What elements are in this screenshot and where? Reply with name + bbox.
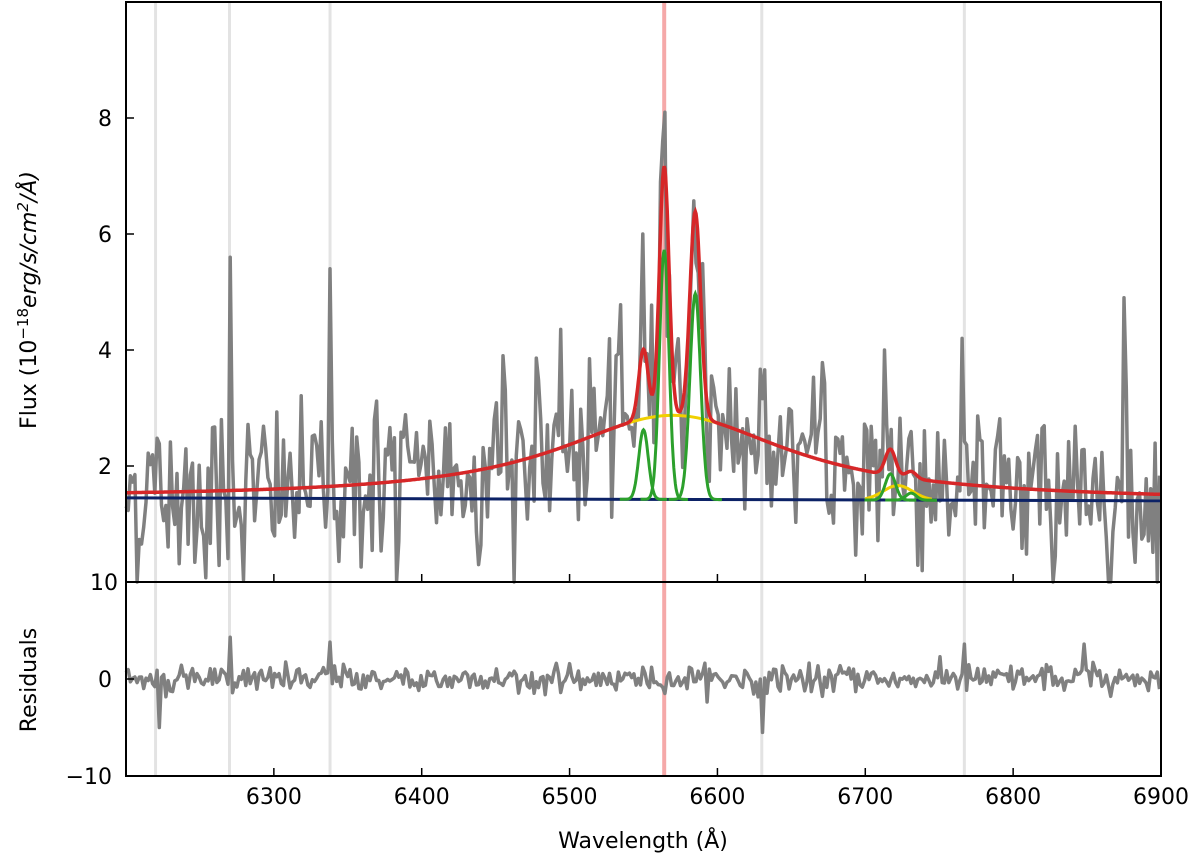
- x-tick-label-4: 6700: [837, 785, 893, 810]
- spectrum-series: [124, 110, 1162, 584]
- wavelength-axis-label: Wavelength (Å): [558, 827, 728, 854]
- x-tick-label-3: 6600: [689, 785, 745, 810]
- broad-sii-line: [865, 484, 932, 501]
- x-tick-label-5: 6800: [985, 785, 1041, 810]
- x-tick-label-1: 6400: [394, 785, 450, 810]
- narrow-line-3: [864, 472, 917, 502]
- x-tick-label-0: 6300: [246, 785, 302, 810]
- total-model-line: [126, 165, 1162, 497]
- flux-tick-label-0: 2: [98, 455, 112, 480]
- flux-tick-label-3: 8: [98, 107, 112, 132]
- x-tick-label-2: 6500: [542, 785, 598, 810]
- residual-tick-label-0: 0: [98, 668, 112, 693]
- narrow-line-4: [885, 491, 937, 502]
- observed-spectrum-line: [124, 110, 1162, 584]
- residual-tick-label-1: −10: [66, 765, 112, 790]
- flux-axis-label: Flux (10−18erg/s/cm2/Å): [14, 171, 42, 429]
- residual-series: [124, 635, 1162, 735]
- axes: 2 4 6 8 10 0 −10 6300 6400 6500 6600 6700 6800 6900: [66, 1, 1189, 810]
- flux-tick-label-2: 6: [98, 223, 112, 248]
- x-tick-label-6: 6900: [1133, 785, 1189, 810]
- residuals-axis-label: Residuals: [17, 628, 42, 732]
- flux-tick-label-1: 4: [98, 339, 112, 364]
- narrow-line-2: [668, 289, 722, 502]
- flux-bottom-tick-label: 10: [90, 571, 118, 596]
- residuals-line: [124, 635, 1162, 735]
- narrow-line-0: [619, 427, 668, 501]
